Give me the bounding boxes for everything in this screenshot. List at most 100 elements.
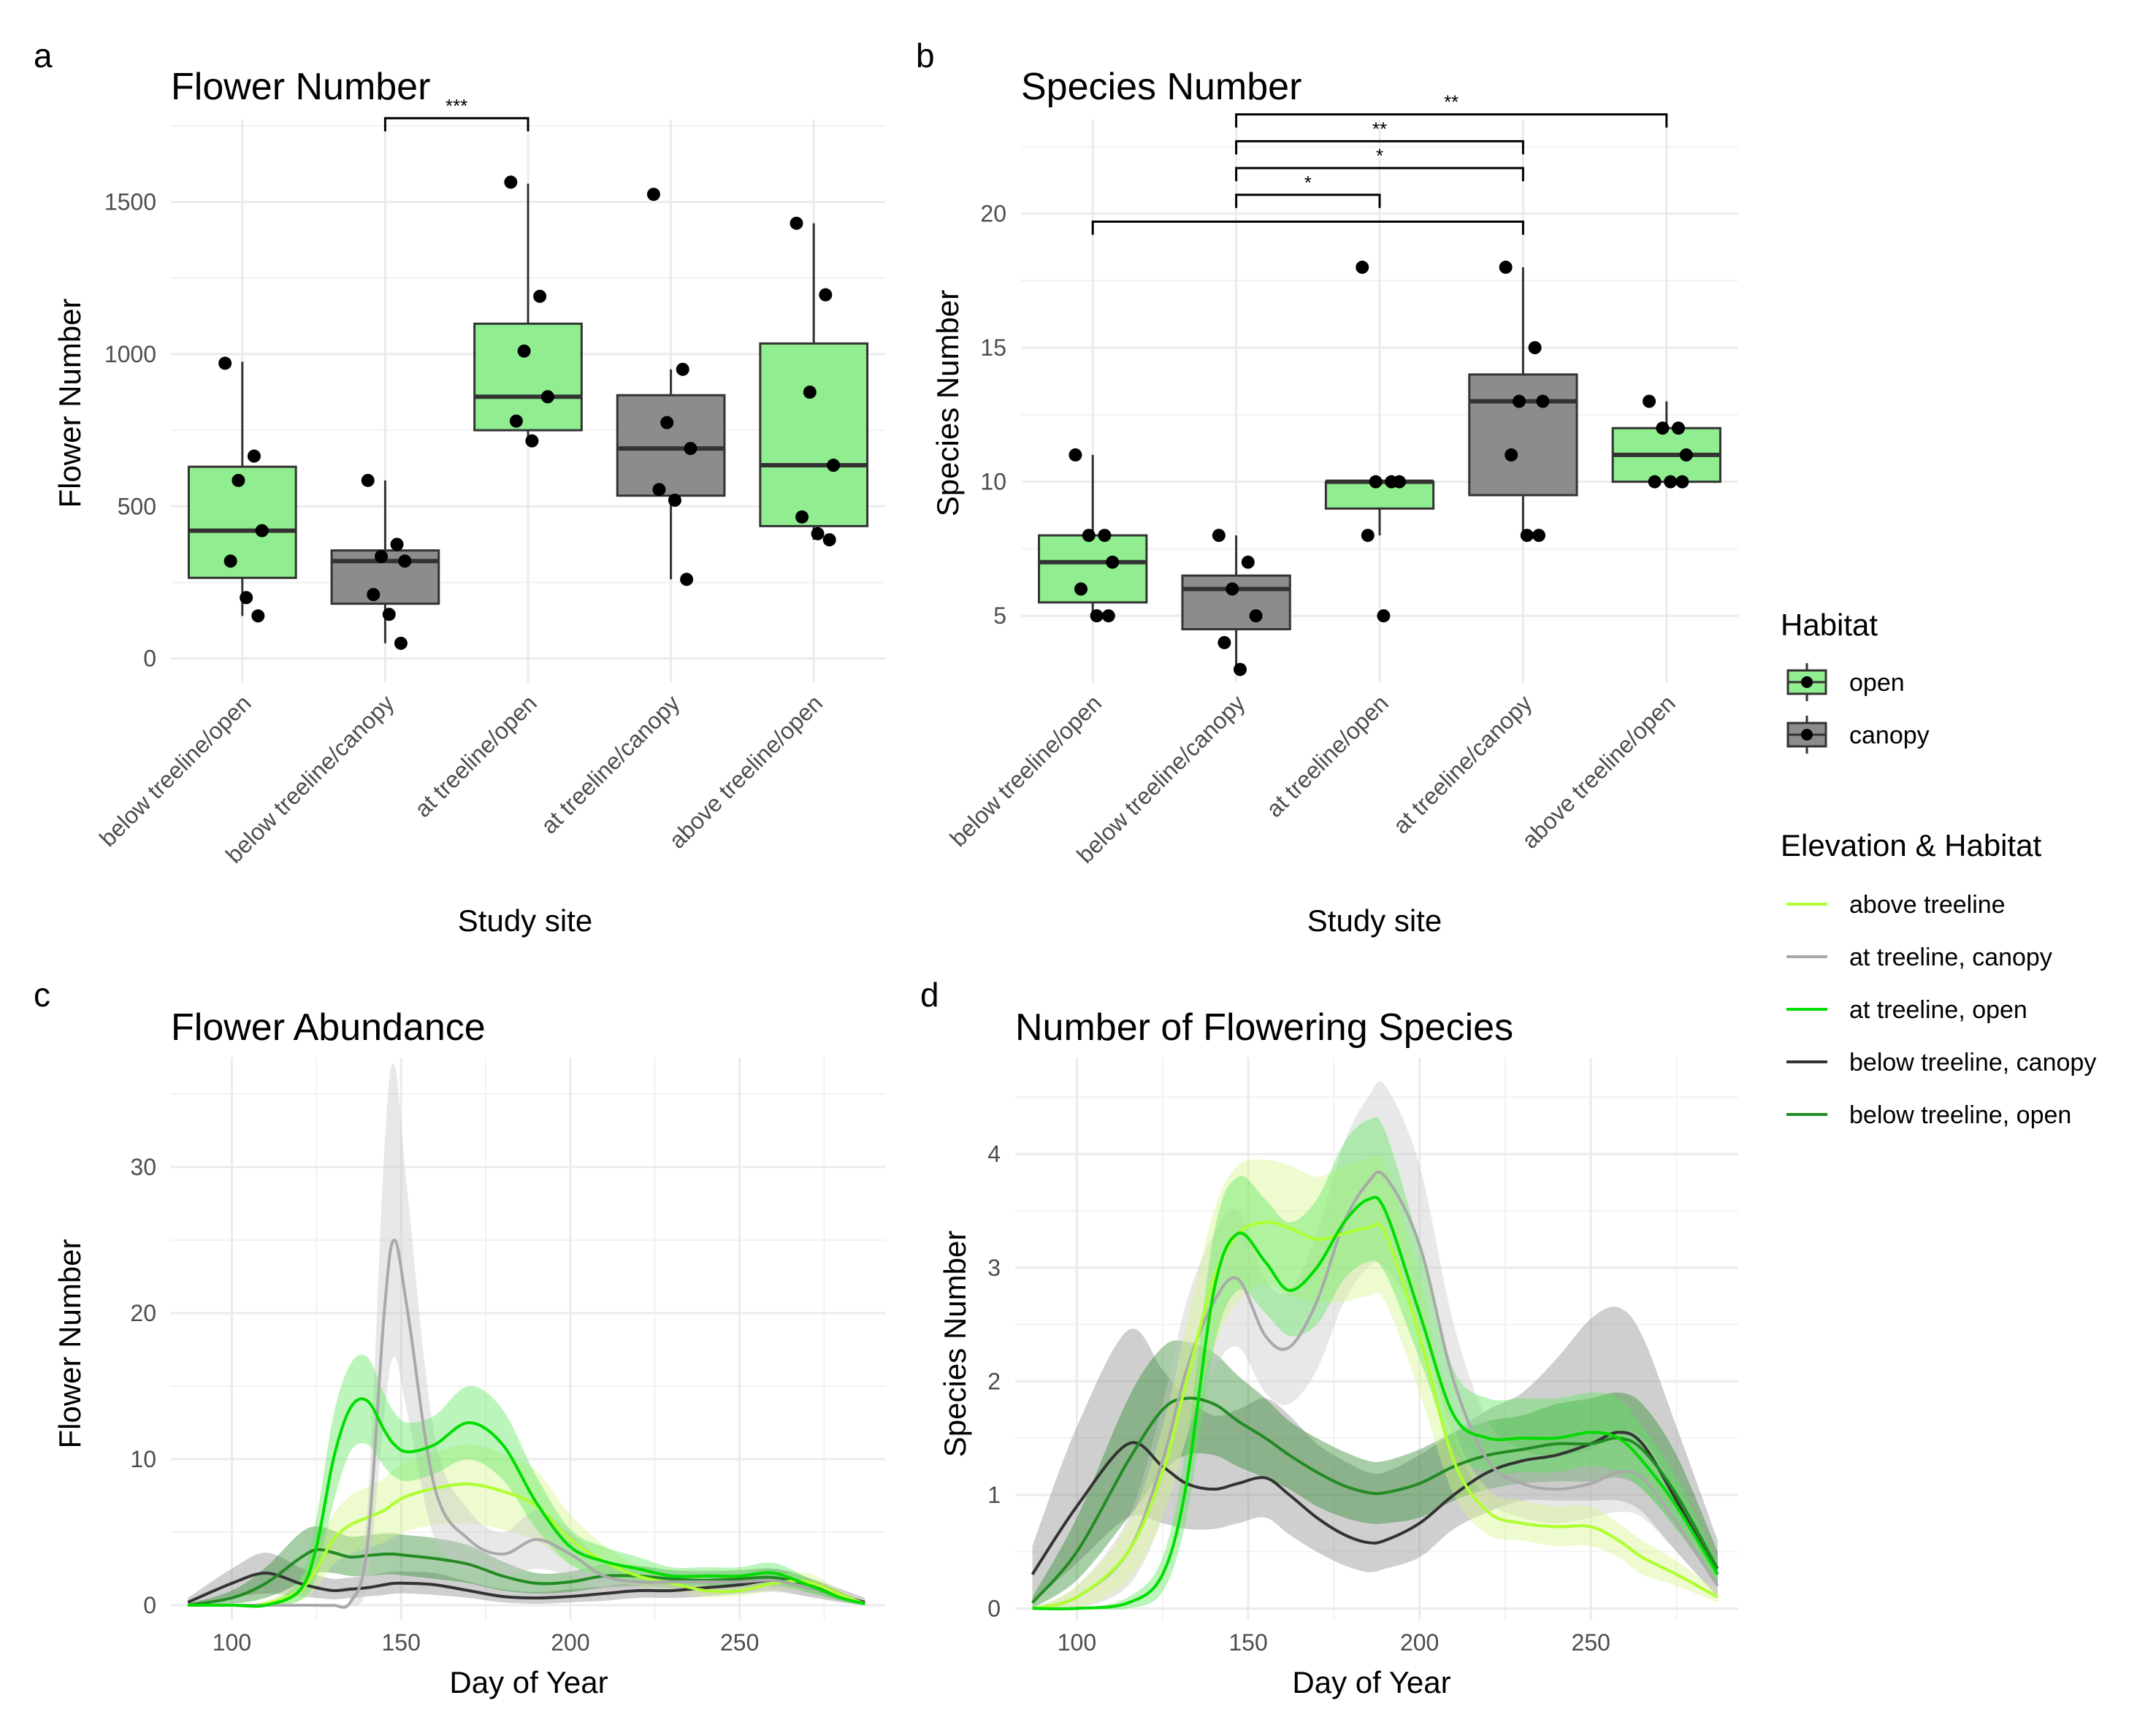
y-tick-label: 5 (993, 603, 1006, 629)
data-point (223, 554, 237, 568)
data-point (652, 483, 666, 497)
data-point (1664, 475, 1678, 489)
y-tick-label: 2 (987, 1368, 1001, 1394)
significance-bracket (1235, 167, 1524, 182)
significance-label: * (1376, 145, 1383, 167)
data-point (361, 473, 375, 487)
confidence-band (188, 1354, 865, 1607)
data-point (1520, 529, 1534, 543)
series-line (1032, 1196, 1719, 1610)
data-point (1528, 341, 1542, 355)
data-point (382, 608, 396, 621)
data-point (1212, 529, 1226, 543)
significance-bracket (1235, 139, 1524, 155)
data-point (255, 524, 269, 538)
box-open (759, 342, 869, 527)
legend-at-treeline-open: at treeline, open (1786, 996, 2027, 1024)
panel-d-letter: d (920, 976, 939, 1014)
data-point (533, 289, 547, 303)
data-point (1226, 582, 1239, 596)
data-point (218, 356, 232, 370)
data-point (660, 416, 674, 429)
box-canopy (1468, 373, 1578, 497)
x-tick-label: above treeline/open (1517, 689, 1681, 853)
data-point (1512, 394, 1526, 408)
data-point (390, 538, 404, 551)
data-point (1369, 475, 1383, 489)
x-tick-label: at treeline/canopy (1388, 689, 1537, 838)
data-point (232, 473, 245, 487)
data-point (525, 434, 539, 448)
data-point (1106, 555, 1120, 569)
x-tick-label: 150 (381, 1629, 420, 1656)
data-point (240, 591, 253, 605)
panel-b-title: Species Number (1021, 66, 1301, 108)
significance-label: ** (1372, 118, 1387, 139)
x-tick-label: below treeline/open (94, 689, 256, 852)
confidence-band (188, 1444, 865, 1606)
data-point (1648, 475, 1662, 489)
legend-below-treeline-canopy-label: below treeline, canopy (1849, 1049, 2096, 1076)
data-point (1217, 635, 1231, 649)
data-point (367, 588, 381, 602)
confidence-band (1032, 1081, 1718, 1610)
panel-a-xlabel: Study site (458, 903, 592, 938)
panel-b-xlabel: Study site (1307, 903, 1442, 938)
x-tick-label: 250 (1572, 1629, 1610, 1656)
data-point (803, 385, 817, 399)
x-tick-label: 100 (213, 1629, 251, 1656)
data-point (1532, 529, 1546, 543)
data-point (1499, 260, 1513, 274)
legend-habitat-open-label: open (1849, 669, 1905, 697)
legend-at-treeline-open-label: at treeline, open (1849, 996, 2027, 1024)
y-tick-label: 10 (130, 1446, 156, 1472)
panel-c-xlabel: Day of Year (449, 1665, 608, 1699)
data-point (795, 510, 809, 524)
series-line (1032, 1170, 1719, 1610)
significance-bracket (1235, 194, 1381, 208)
y-tick-label: 3 (987, 1255, 1001, 1281)
data-point (1393, 475, 1407, 489)
data-point (1536, 394, 1550, 408)
x-tick-label: 200 (1400, 1629, 1439, 1656)
data-point (1069, 448, 1082, 462)
data-point (1234, 662, 1247, 676)
legend-above-treeline: above treeline (1786, 891, 2006, 919)
significance-label: ** (1444, 91, 1459, 113)
data-point (1098, 529, 1112, 543)
data-point (509, 414, 523, 428)
data-point (1082, 529, 1096, 543)
panel-d-title: Number of Flowering Species (1015, 1006, 1513, 1049)
box-open (473, 322, 583, 432)
panel-a-letter: a (34, 37, 53, 74)
data-point (668, 493, 681, 507)
x-tick-label: above treeline/open (664, 689, 827, 853)
box-canopy (616, 394, 726, 497)
x-tick-label: at treeline/open (1261, 689, 1393, 822)
data-point (247, 449, 261, 463)
x-tick-label: 100 (1058, 1629, 1096, 1656)
series-line (1031, 1396, 1719, 1604)
significance-bracket (383, 117, 530, 131)
confidence-band (1032, 1155, 1718, 1611)
legend-elevation: Elevation & Habitat above treeline at tr… (1781, 828, 2096, 1129)
panel-b-ylabel: Species Number (930, 290, 965, 516)
data-point (1505, 448, 1518, 462)
confidence-band (188, 1526, 865, 1605)
series-line (187, 1571, 865, 1604)
data-point (1361, 529, 1375, 543)
box-canopy (1181, 574, 1291, 631)
data-point (1090, 609, 1104, 623)
data-point (1643, 394, 1656, 408)
y-tick-label: 10 (980, 469, 1006, 495)
data-point (1074, 582, 1087, 596)
data-point (1679, 448, 1693, 462)
data-point (1356, 260, 1369, 274)
legend-habitat: Habitat open canopy (1781, 608, 1930, 754)
legend-habitat-title: Habitat (1781, 608, 1878, 642)
confidence-band (1032, 1307, 1718, 1603)
data-point (504, 175, 518, 189)
data-point (540, 390, 554, 404)
legend-above-treeline-label: above treeline (1849, 891, 2006, 919)
